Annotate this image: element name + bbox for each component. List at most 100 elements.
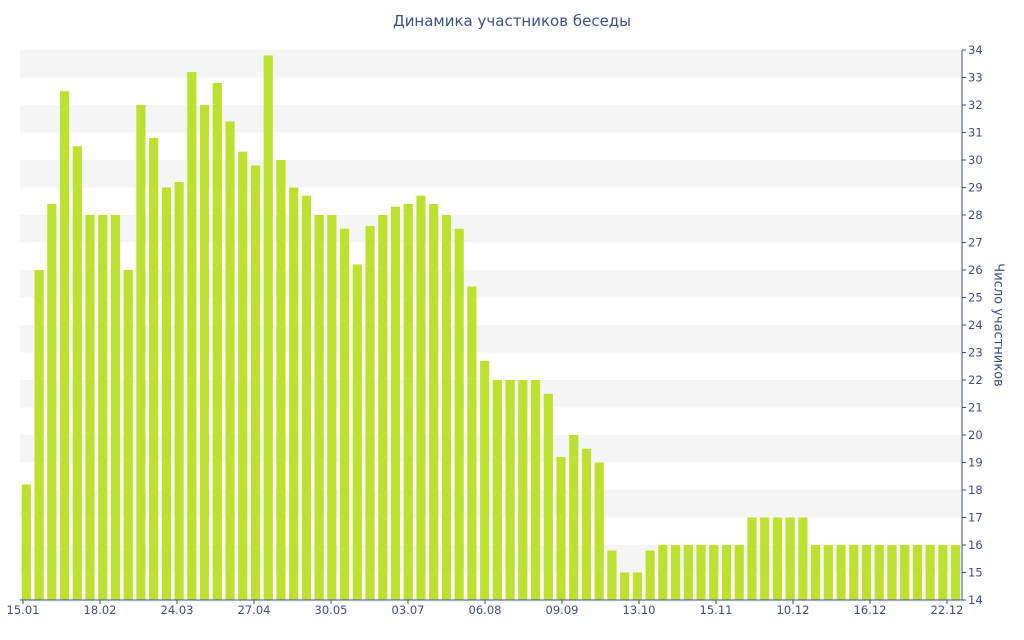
y-tick-label: 17 — [968, 511, 983, 525]
bar — [454, 228, 464, 600]
bar — [683, 545, 693, 600]
bar — [72, 146, 82, 600]
bar — [900, 545, 910, 600]
bar — [340, 228, 350, 600]
x-tick-label: 15.01 — [7, 603, 40, 617]
bar — [225, 121, 235, 600]
y-tick-label: 16 — [968, 538, 983, 552]
y-tick-label: 28 — [968, 208, 983, 222]
bar — [811, 545, 821, 600]
bar — [607, 550, 617, 600]
bar — [327, 215, 337, 600]
y-tick-label: 30 — [968, 153, 983, 167]
bar — [620, 572, 630, 600]
bar — [187, 72, 197, 600]
y-tick-label: 15 — [968, 566, 983, 580]
x-tick-label: 30.05 — [315, 603, 348, 617]
bar — [874, 545, 884, 600]
bars — [21, 55, 961, 600]
bar — [836, 545, 846, 600]
bar — [110, 215, 121, 600]
bar — [365, 226, 375, 600]
x-tick-label: 24.03 — [161, 603, 194, 617]
bar — [492, 380, 502, 600]
grid-band — [20, 105, 962, 133]
bar — [709, 545, 719, 600]
y-tick-label: 25 — [968, 291, 983, 305]
y-tick-label: 14 — [968, 593, 983, 607]
bar — [123, 270, 133, 600]
bar — [785, 517, 795, 600]
bar — [951, 545, 961, 600]
grid-band — [20, 380, 962, 408]
bar — [632, 572, 642, 600]
bar — [250, 165, 261, 600]
bar — [505, 380, 515, 600]
bar — [352, 264, 362, 600]
y-tick-label: 33 — [968, 71, 983, 85]
x-axis-ticks: 15.01 18.02 24.03 27.04 30.05 03.07 06.08 09.09… — [7, 600, 963, 617]
bar — [645, 550, 655, 600]
bar — [556, 457, 566, 600]
x-tick-label: 03.07 — [392, 603, 425, 617]
y-tick-label: 20 — [968, 428, 983, 442]
y-tick-label: 31 — [968, 126, 983, 140]
y-tick-label: 22 — [968, 373, 983, 387]
bar — [263, 55, 273, 600]
x-tick-label: 13.10 — [623, 603, 656, 617]
x-tick-label: 09.09 — [546, 603, 579, 617]
x-tick-label: 06.08 — [469, 603, 502, 617]
bar — [98, 215, 108, 600]
x-tick-label: 16.12 — [854, 603, 887, 617]
bar — [136, 105, 146, 600]
bar — [34, 270, 44, 600]
bar — [823, 545, 833, 600]
y-axis-ticks: 14 15 16 17 18 19 20 21 22 23 24 25 26 27 28 29 30 31 32 33… — [962, 43, 983, 607]
y-tick-label: 26 — [968, 263, 983, 277]
bar — [530, 380, 541, 600]
bar — [569, 435, 579, 600]
bar — [772, 517, 783, 600]
y-tick-label: 19 — [968, 456, 983, 470]
bar — [925, 545, 935, 600]
bar — [416, 195, 426, 600]
bar — [85, 215, 95, 600]
x-tick-label: 10.12 — [777, 603, 810, 617]
x-tick-label: 27.04 — [238, 603, 271, 617]
y-tick-label: 18 — [968, 483, 983, 497]
bar — [798, 517, 808, 600]
bar — [518, 380, 528, 600]
bar — [760, 517, 770, 600]
bar — [861, 545, 872, 600]
bar — [47, 204, 57, 600]
y-tick-label: 27 — [968, 236, 983, 250]
bar — [721, 545, 732, 600]
bar — [161, 187, 171, 600]
grid-band — [20, 270, 962, 298]
bar — [849, 545, 859, 600]
bar — [734, 545, 744, 600]
y-tick-label: 21 — [968, 401, 983, 415]
grid-band — [20, 325, 962, 353]
y-tick-label: 34 — [968, 43, 983, 57]
bar — [314, 215, 324, 600]
bar — [289, 187, 299, 600]
bar — [696, 545, 706, 600]
grid-band — [20, 545, 962, 573]
bar — [149, 138, 159, 600]
bar — [301, 195, 312, 600]
bar — [912, 545, 923, 600]
bar — [212, 83, 222, 600]
bar — [21, 484, 31, 600]
bar — [670, 545, 681, 600]
grid-band — [20, 50, 962, 78]
bar — [594, 462, 604, 600]
bar — [887, 545, 897, 600]
chart-title: Динамика участников беседы — [392, 12, 632, 30]
y-tick-label: 32 — [968, 98, 983, 112]
bar — [199, 105, 210, 600]
bar — [238, 151, 248, 600]
y-tick-label: 29 — [968, 181, 983, 195]
bar — [658, 545, 668, 600]
